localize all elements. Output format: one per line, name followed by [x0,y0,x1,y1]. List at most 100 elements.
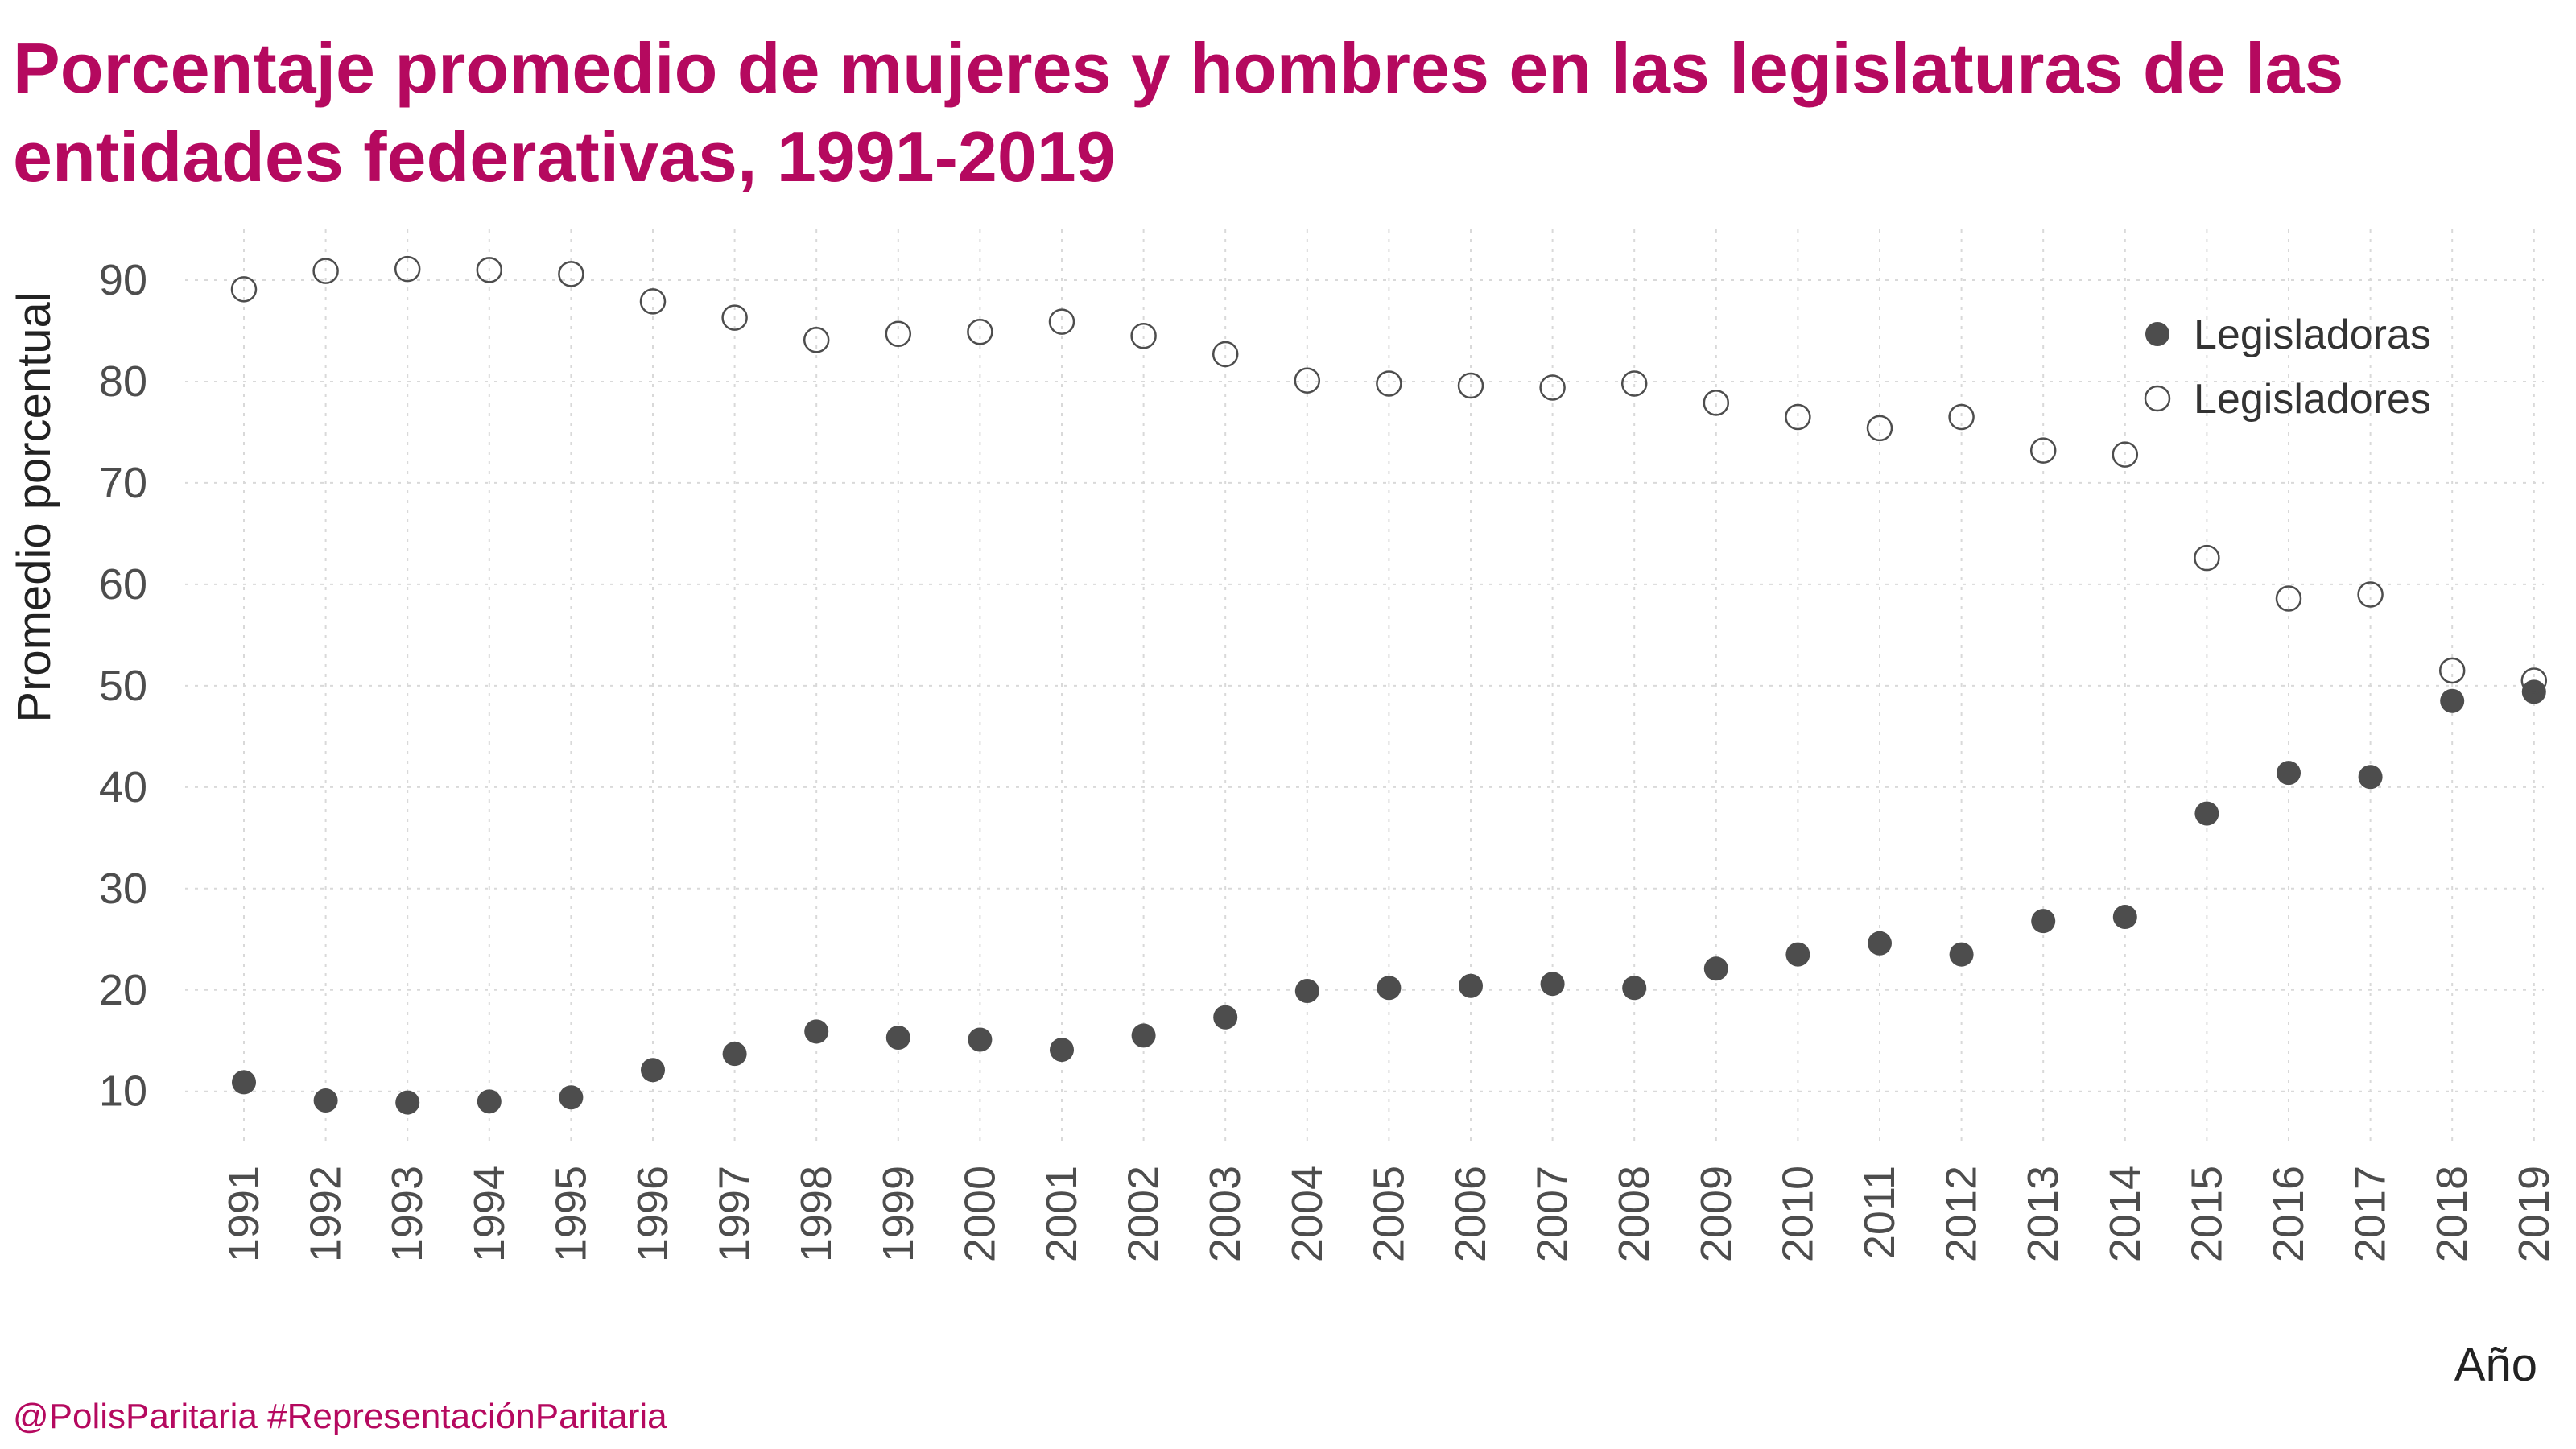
x-tick-label: 1993 [383,1166,431,1262]
point-legisladoras [2112,905,2137,930]
point-legisladores [2357,581,2384,608]
point-legisladores [2029,437,2057,464]
point-legisladores [885,320,912,347]
point-legisladoras [559,1085,584,1110]
point-legisladoras [1459,973,1483,998]
point-legisladoras [477,1089,502,1114]
legend: Legisladoras Legisladores [2144,312,2431,423]
x-tick-label: 2016 [2264,1166,2313,1262]
point-legisladores [1948,403,1975,431]
grid-lines [185,229,2544,1147]
x-tick-label: 1994 [465,1166,514,1262]
y-tick-label: 60 [99,560,147,609]
x-tick-label: 2013 [2019,1166,2067,1262]
x-tick-label: 2009 [1692,1166,1740,1262]
point-legisladoras [2194,801,2219,826]
point-legisladores [1785,403,1811,431]
point-legisladores [967,318,993,345]
point-legisladoras [1131,1023,1156,1048]
point-legisladores [639,288,667,315]
x-tick-label: 2001 [1038,1166,1086,1262]
x-axis-ticks: 1991 1992 1993 1994 1995 1996 1997 1998 1999 2000… [220,1166,2558,1262]
x-tick-label: 1998 [792,1166,840,1262]
x-tick-label: 2000 [956,1166,1004,1262]
point-legisladores [1539,374,1566,401]
x-tick-label: 1996 [629,1166,677,1262]
point-legisladores [1048,308,1075,335]
point-legisladoras [886,1025,910,1050]
point-legisladoras [641,1058,665,1083]
y-axis-ticks: 10 20 30 40 50 60 70 80 90 [99,256,147,1116]
x-axis-label: Año [2454,1339,2537,1391]
x-tick-label: 2018 [2428,1166,2476,1262]
point-legisladoras [1949,942,1974,967]
data-points [230,255,2548,1115]
point-legisladoras [2277,761,2301,786]
legend-label: Legisladores [2194,376,2431,423]
point-legisladoras [1294,979,1319,1004]
chart-title: Porcentaje promedio de mujeres y hombres… [13,28,2344,196]
point-legisladoras [2440,688,2465,713]
point-legisladoras [1868,931,1892,956]
point-legisladores [2275,585,2302,612]
point-legisladores [1703,390,1730,416]
point-legisladores [1212,341,1239,368]
point-legisladoras [232,1070,256,1095]
y-tick-label: 50 [99,662,147,710]
point-legisladoras [1377,976,1402,1001]
x-tick-label: 1995 [547,1166,595,1262]
point-legisladoras [1540,972,1565,997]
y-tick-label: 20 [99,966,147,1014]
point-legisladores [2520,667,2548,694]
point-legisladores [558,261,584,287]
legend-marker [2144,385,2171,412]
x-tick-label: 2010 [1773,1166,1822,1262]
point-legisladores [2438,657,2466,684]
y-axis-label: Promedio porcentual [8,291,60,722]
point-legisladoras [1213,1005,1238,1030]
x-tick-label: 1992 [302,1166,350,1262]
x-tick-label: 2004 [1283,1166,1331,1262]
point-legisladoras [1703,956,1728,981]
point-legisladores [1130,323,1157,349]
x-tick-label: 2017 [2347,1166,2395,1262]
point-legisladores [1376,370,1402,397]
y-tick-label: 90 [99,256,147,304]
y-tick-label: 70 [99,459,147,507]
point-legisladores [1866,415,1893,442]
point-legisladores [2112,441,2139,468]
point-legisladores [312,258,339,284]
point-legisladoras [395,1090,420,1115]
x-tick-label: 2003 [1201,1166,1249,1262]
point-legisladores [2194,544,2220,572]
x-tick-label: 2014 [2101,1166,2149,1262]
point-legisladores [1457,372,1484,399]
x-tick-label: 2019 [2510,1166,2558,1262]
point-legisladores [1294,367,1321,394]
point-legisladoras [2031,909,2056,934]
point-legisladoras [2358,765,2383,790]
point-legisladores [394,255,421,283]
y-tick-label: 40 [99,763,147,811]
point-legisladores [721,304,748,331]
y-tick-label: 80 [99,357,147,406]
y-tick-label: 30 [99,865,147,913]
x-tick-label: 1991 [220,1166,268,1262]
x-tick-label: 2011 [1856,1166,1904,1259]
x-tick-label: 2005 [1364,1166,1413,1262]
point-legisladores [1620,370,1648,397]
legend-label: Legisladoras [2194,312,2431,358]
x-tick-label: 2007 [1529,1166,1577,1262]
x-tick-label: 1999 [874,1166,923,1262]
point-legisladores [476,257,503,283]
point-legisladoras [968,1027,993,1052]
point-legisladoras [804,1019,829,1044]
x-tick-label: 2006 [1447,1166,1495,1262]
x-tick-label: 2015 [2182,1166,2231,1262]
point-legisladores [230,276,258,303]
x-tick-label: 1997 [711,1166,759,1262]
point-legisladoras [1050,1038,1074,1063]
footer-hashtags: @PolisParitaria #RepresentaciónParitaria [13,1397,667,1436]
point-legisladoras [1622,976,1647,1001]
